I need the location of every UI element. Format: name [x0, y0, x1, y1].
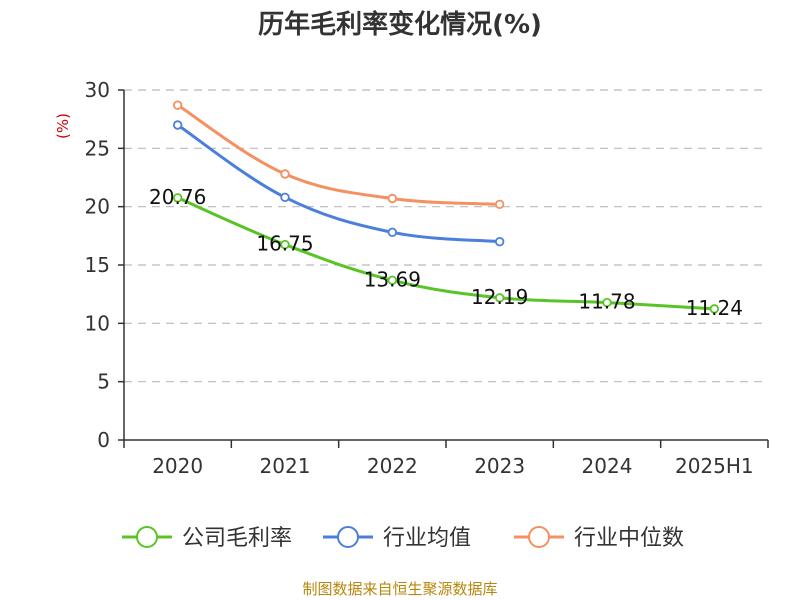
series-line	[176, 123, 500, 244]
data-point[interactable]	[602, 297, 612, 308]
y-tick-label: 30	[85, 78, 110, 102]
x-tick-label: 2025H1	[675, 454, 754, 478]
legend[interactable]: 公司毛利率 行业均值 行业中位数	[122, 526, 684, 551]
series-lines	[172, 100, 720, 314]
data-point[interactable]	[494, 236, 505, 247]
data-point[interactable]	[172, 120, 183, 130]
data-label: 11.78	[578, 290, 635, 314]
legend-label: 公司毛利率	[182, 526, 292, 551]
legend-label: 行业均值	[383, 526, 471, 551]
legend-item[interactable]: 公司毛利率	[122, 526, 292, 551]
y-tick-label: 20	[85, 195, 110, 219]
data-label: 11.24	[686, 296, 743, 320]
data-labels: 20.76 16.75 13.69 12.19 11.78 11.24	[149, 185, 743, 320]
data-point[interactable]	[387, 227, 398, 238]
series-line	[176, 103, 500, 206]
data-point[interactable]	[494, 293, 505, 303]
data-point[interactable]	[280, 169, 290, 179]
x-tick-label: 2023	[474, 454, 525, 478]
data-point[interactable]	[709, 304, 720, 314]
data-label: 20.76	[149, 185, 206, 209]
grid-lines	[124, 89, 768, 383]
y-tick-label: 15	[85, 253, 110, 277]
legend-item[interactable]: 行业中位数	[514, 526, 684, 551]
data-point[interactable]	[387, 193, 398, 204]
data-point[interactable]	[387, 275, 398, 285]
data-point[interactable]	[494, 199, 505, 210]
x-tick-label: 2020	[152, 454, 203, 478]
y-tick-label: 25	[85, 136, 110, 160]
data-point[interactable]	[280, 239, 290, 250]
legend-item[interactable]: 行业均值	[323, 526, 471, 551]
legend-label: 行业中位数	[574, 526, 684, 551]
legend-marker	[337, 526, 359, 548]
y-tick-label: 5	[97, 370, 110, 394]
data-label: 16.75	[256, 232, 313, 256]
legend-marker	[528, 526, 550, 548]
data-label: 13.69	[364, 267, 421, 291]
y-tick-label: 0	[97, 428, 110, 452]
x-tick-label: 2024	[582, 454, 633, 478]
data-point[interactable]	[172, 100, 183, 110]
y-axis-label: (%)	[54, 113, 72, 139]
series-line	[177, 196, 715, 311]
y-tick-label: 10	[85, 311, 110, 335]
chart-title: 历年毛利率变化情况(%)	[258, 9, 542, 40]
data-label: 12.19	[471, 285, 528, 309]
data-point[interactable]	[172, 193, 183, 203]
axes: 0 5 10 15 20 25 30 2020 2021 2022 2023 2024 2025H1	[85, 78, 769, 478]
data-point[interactable]	[280, 192, 290, 203]
legend-marker	[136, 526, 158, 548]
source-note: 制图数据来自恒生聚源数据库	[302, 580, 497, 598]
x-tick-label: 2022	[367, 454, 418, 478]
x-tick-label: 2021	[260, 454, 311, 478]
